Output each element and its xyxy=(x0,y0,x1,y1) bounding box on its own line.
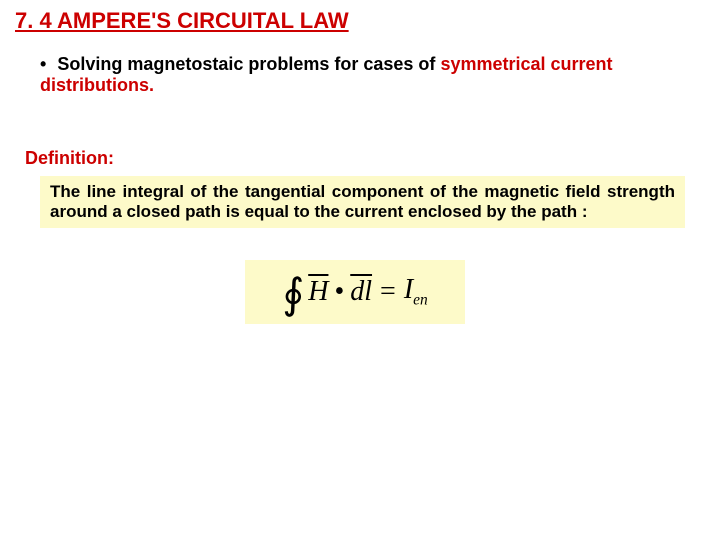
section-title: 7. 4 AMPERE'S CIRCUITAL LAW xyxy=(15,8,349,34)
equation: ∮ H • dl = Ien xyxy=(282,267,427,317)
bullet-text: Solving magnetostaic problems for cases … xyxy=(40,54,613,95)
current-I: Ien xyxy=(404,274,428,310)
equals-sign: = xyxy=(380,276,396,308)
bullet-item: • Solving magnetostaic problems for case… xyxy=(40,54,680,96)
I-subscript: en xyxy=(413,292,428,309)
bullet-pre: Solving magnetostaic problems for cases … xyxy=(57,54,440,74)
definition-label: Definition: xyxy=(25,148,114,169)
vector-dl: dl xyxy=(350,276,372,308)
vector-H: H xyxy=(308,276,328,308)
I-letter: I xyxy=(404,274,413,305)
definition-box: The line integral of the tangential comp… xyxy=(40,176,685,228)
integral-symbol: ∮ xyxy=(282,269,304,319)
bullet-em1: symmetrical xyxy=(440,54,545,74)
bullet-marker: • xyxy=(40,54,46,75)
equation-box: ∮ H • dl = Ien xyxy=(245,260,465,324)
dot-operator: • xyxy=(334,276,344,308)
